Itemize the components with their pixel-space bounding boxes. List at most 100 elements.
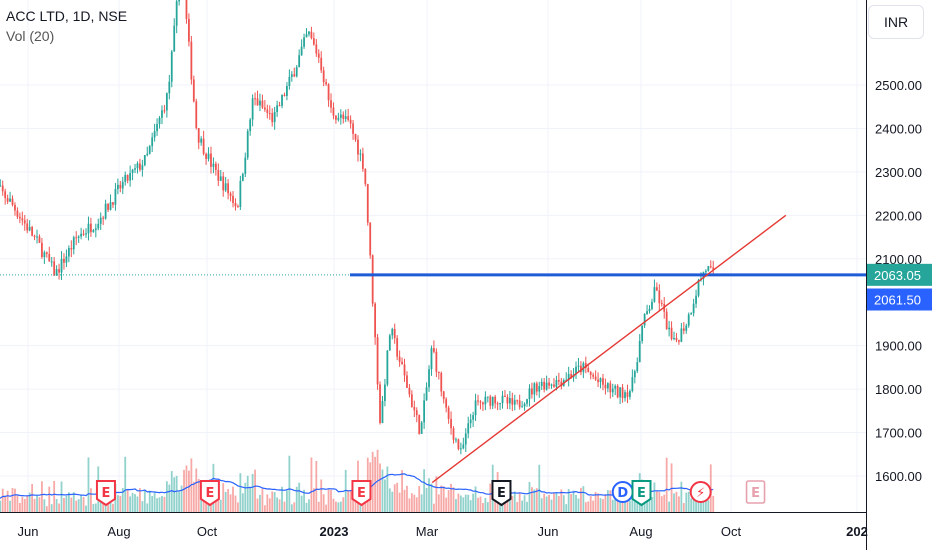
volume-bar <box>121 487 124 512</box>
candle-body <box>170 51 173 82</box>
volume-bar <box>276 497 279 512</box>
candle-body <box>401 361 403 365</box>
candle-body <box>553 384 555 387</box>
volume-bar <box>126 489 129 512</box>
event-marker[interactable]: E <box>631 480 652 507</box>
volume-bar <box>290 504 293 512</box>
candle-body <box>308 31 310 35</box>
candle-body <box>477 400 479 402</box>
symbol-title[interactable]: ACC LTD, 1D, NSE <box>6 8 128 24</box>
candle-body <box>112 202 114 205</box>
candle-body <box>271 113 274 123</box>
candle-body <box>237 206 239 208</box>
volume-bar <box>249 486 252 512</box>
volume-bar <box>288 455 291 512</box>
candle-body <box>570 374 573 378</box>
candle <box>23 214 26 231</box>
volume-bar <box>447 490 450 512</box>
candle <box>36 229 38 244</box>
volume-bar <box>0 500 2 512</box>
candle <box>577 357 580 372</box>
candle <box>188 13 190 47</box>
candle-body <box>31 227 34 236</box>
candle-body <box>697 280 700 296</box>
volume-bar <box>582 486 585 512</box>
currency-button[interactable]: INR <box>868 5 924 39</box>
candle-body <box>457 439 460 450</box>
event-marker[interactable]: E <box>491 480 512 507</box>
candle <box>369 222 372 259</box>
candle-body <box>580 365 582 373</box>
event-marker[interactable]: E <box>199 480 220 507</box>
volume-bar <box>298 482 301 512</box>
volume-bar <box>41 481 43 512</box>
candle-body <box>259 100 261 106</box>
candle-body <box>158 117 161 125</box>
event-marker[interactable]: D <box>611 481 634 503</box>
candle <box>151 132 154 153</box>
candle-body <box>609 383 612 393</box>
candle <box>557 372 560 386</box>
volume-bar <box>271 491 274 512</box>
candle-body <box>675 337 678 341</box>
candle-body <box>624 392 626 399</box>
volume-bar <box>371 451 374 512</box>
candle <box>298 49 301 68</box>
volume-indicator-label[interactable]: Vol (20) <box>6 28 55 44</box>
candle-body <box>619 387 622 398</box>
candle-body <box>325 82 328 85</box>
volume-bar <box>94 503 97 512</box>
candle-body <box>557 379 560 382</box>
candle-body <box>173 25 176 52</box>
candle-body <box>234 203 237 207</box>
candle-body <box>692 303 695 314</box>
candle <box>442 390 445 404</box>
volume-bar <box>707 500 710 512</box>
candle-body <box>33 235 36 237</box>
candle-body <box>21 218 24 221</box>
candle <box>511 392 514 412</box>
candle <box>464 428 467 452</box>
candle <box>109 194 112 211</box>
candle <box>102 215 105 226</box>
candle <box>337 112 340 122</box>
candle <box>104 199 107 220</box>
volume-bar <box>570 493 573 512</box>
candle-body <box>50 261 53 263</box>
candle <box>114 182 117 211</box>
candle-body <box>602 378 604 385</box>
candle <box>92 228 95 233</box>
marker-flag <box>351 480 372 507</box>
candle <box>445 397 448 413</box>
candle <box>391 327 394 340</box>
volume-bar <box>413 494 416 512</box>
event-marker[interactable]: E <box>351 480 372 507</box>
trend-line-drawing[interactable] <box>431 214 787 484</box>
candle <box>310 26 313 40</box>
volume-bar <box>315 461 318 512</box>
candle-body <box>670 327 673 339</box>
candle-body <box>202 138 205 154</box>
volume-bar <box>124 456 127 512</box>
x-tick-label: Oct <box>721 524 742 539</box>
candle-body <box>592 374 595 377</box>
candle <box>168 74 171 100</box>
volume-bar <box>653 482 656 512</box>
candle <box>33 234 36 241</box>
candle-body <box>330 100 332 108</box>
candle <box>359 149 362 162</box>
candle-body <box>690 313 693 315</box>
event-marker[interactable]: ⚡ <box>689 481 712 503</box>
price-axis[interactable]: 2500.00 2400.00 2300.00 2200.00 2100.00 1900.… <box>866 0 932 550</box>
volume-bar <box>219 499 222 512</box>
candle-body <box>48 253 51 262</box>
event-marker[interactable]: E <box>95 480 116 507</box>
candle-body <box>682 328 685 331</box>
marker-flag <box>491 480 512 507</box>
volume-bar <box>156 498 158 512</box>
candle <box>653 279 656 303</box>
time-axis[interactable]: Jun Aug Oct 2023 Mar Jun Aug Oct 202 <box>0 512 868 550</box>
volume-bar <box>606 490 609 512</box>
event-marker[interactable]: E <box>745 480 766 504</box>
